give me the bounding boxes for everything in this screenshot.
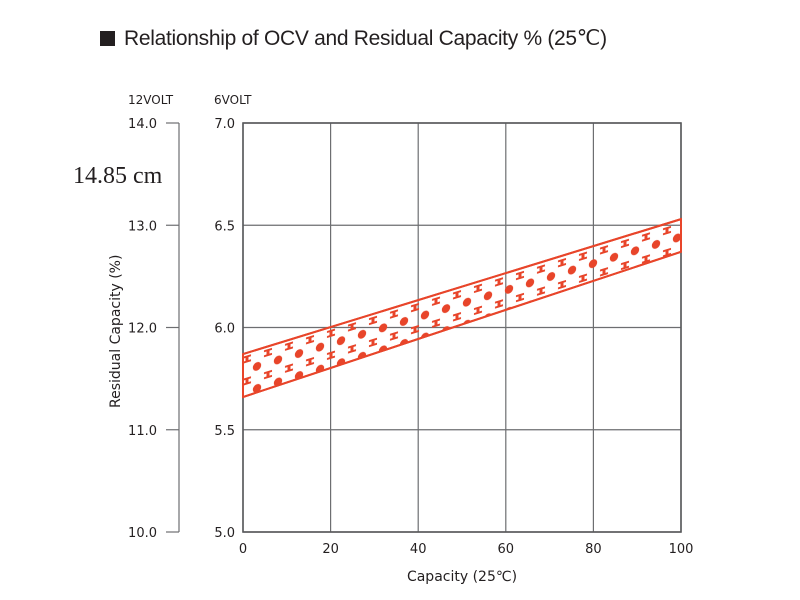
y-tick-label-6v: 6.0 [214, 322, 235, 337]
y-tick-label-12v: 12.0 [128, 322, 157, 337]
axis-head-12volt: 12VOLT [128, 93, 174, 107]
y-tick-label-6v: 5.5 [214, 424, 235, 439]
x-tick-label: 20 [322, 542, 339, 557]
title-square-icon [100, 31, 115, 46]
axis-head-6volt: 6VOLT [214, 93, 252, 107]
x-tick-label: 40 [410, 542, 427, 557]
x-tick-label: 80 [585, 542, 602, 557]
axes: 0 20 40 60 80 100 5.0 5.5 6.0 6.5 7.0 10.0 11.0 12.0 1… [128, 117, 693, 557]
x-tick-label: 60 [498, 542, 515, 557]
y-tick-label-6v: 7.0 [214, 117, 235, 132]
x-tick-label: 100 [669, 542, 694, 557]
y-tick-label-12v: 13.0 [128, 219, 157, 234]
band-upper-line [242, 218, 682, 356]
band-lower-line [242, 250, 682, 398]
band-group [242, 217, 682, 399]
chart-title: Relationship of OCV and Residual Capacit… [100, 26, 607, 51]
ocv-band [242, 217, 682, 399]
measurement-overlay-text: 14.85 cm [73, 163, 163, 189]
x-axis-title: Capacity (25℃) [407, 569, 517, 585]
y-tick-label-6v: 6.5 [214, 219, 235, 234]
y-tick-label-6v: 5.0 [214, 526, 235, 541]
grid [242, 122, 682, 533]
y-tick-label-12v: 11.0 [128, 424, 157, 439]
y-tick-label-12v: 10.0 [128, 526, 157, 541]
x-tick-label: 0 [239, 542, 247, 557]
plot-border [242, 122, 682, 533]
chart-title-text: Relationship of OCV and Residual Capacit… [124, 27, 607, 50]
y-tick-label-12v: 14.0 [128, 117, 157, 132]
y-axis-title: Residual Capacity (%) [108, 255, 124, 408]
